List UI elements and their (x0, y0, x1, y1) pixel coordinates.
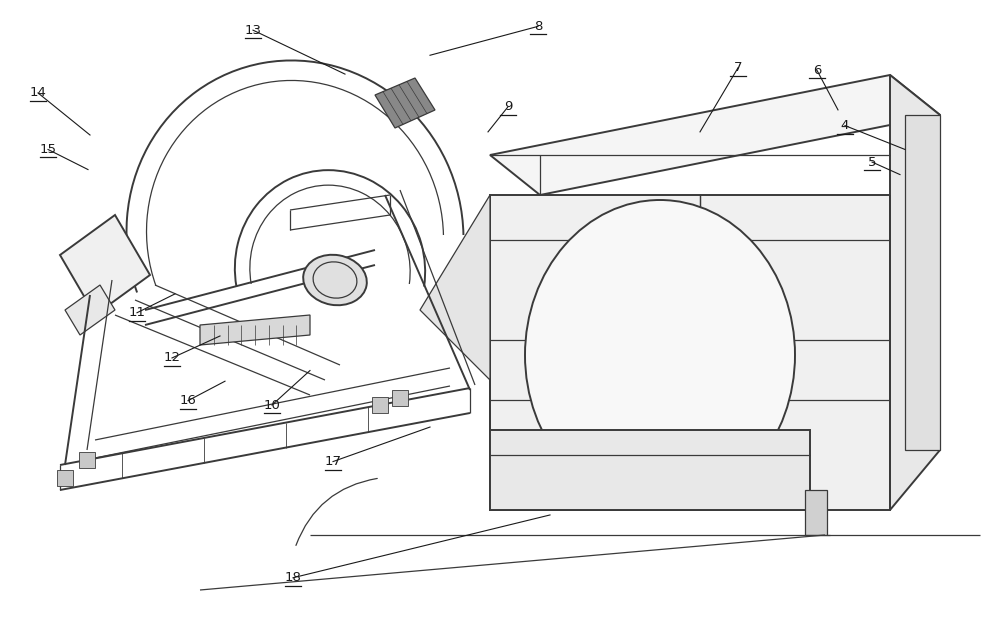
Text: 16: 16 (180, 394, 196, 407)
Polygon shape (490, 430, 810, 510)
Text: 17: 17 (324, 455, 342, 468)
Text: 12: 12 (164, 352, 180, 364)
Polygon shape (375, 78, 435, 128)
Polygon shape (905, 115, 940, 450)
Ellipse shape (303, 255, 367, 305)
Text: 18: 18 (285, 571, 301, 584)
Bar (392, 390, 408, 406)
Text: 9: 9 (504, 100, 512, 113)
Text: 6: 6 (813, 64, 821, 77)
Polygon shape (420, 195, 490, 380)
Ellipse shape (525, 200, 795, 510)
Polygon shape (890, 75, 940, 510)
Text: 13: 13 (244, 24, 262, 36)
Bar (57, 470, 73, 486)
Bar (805, 490, 827, 535)
Bar (79, 452, 95, 468)
Text: 5: 5 (868, 156, 876, 168)
Text: 10: 10 (264, 399, 280, 411)
Polygon shape (490, 75, 940, 195)
Bar (372, 397, 388, 413)
Text: 15: 15 (40, 143, 56, 156)
Text: 14: 14 (30, 87, 46, 99)
Polygon shape (65, 285, 115, 335)
Polygon shape (490, 195, 890, 510)
Text: 11: 11 (128, 306, 146, 319)
Polygon shape (60, 215, 150, 315)
Text: 4: 4 (841, 119, 849, 132)
Polygon shape (200, 315, 310, 345)
Text: 7: 7 (734, 62, 742, 74)
Text: 8: 8 (534, 20, 542, 33)
